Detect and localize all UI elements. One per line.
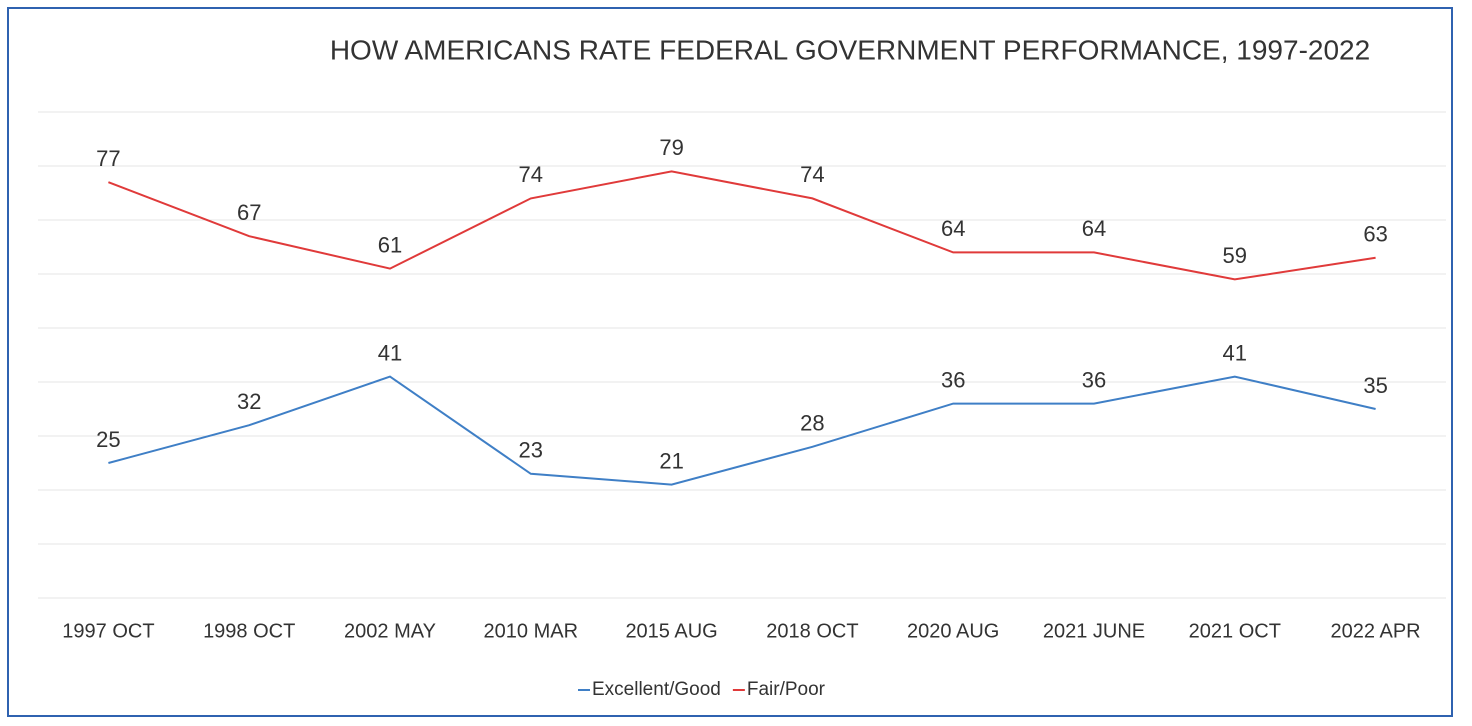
data-label: 77 (96, 146, 120, 171)
x-tick-label: 2002 MAY (344, 620, 436, 642)
data-label: 41 (1223, 340, 1247, 365)
data-label: 35 (1363, 373, 1387, 398)
legend-label: Excellent/Good (592, 679, 721, 700)
data-label: 67 (237, 200, 261, 225)
x-tick-label: 2021 JUNE (1043, 620, 1145, 642)
data-label: 28 (800, 411, 824, 436)
data-label: 23 (519, 438, 543, 463)
data-label: 36 (941, 367, 965, 392)
data-label: 61 (378, 232, 402, 257)
data-label: 63 (1363, 222, 1387, 247)
data-label: 21 (659, 448, 683, 473)
data-label: 64 (941, 216, 965, 241)
data-label: 41 (378, 340, 402, 365)
data-label: 74 (800, 162, 824, 187)
x-tick-label: 2010 MAR (484, 620, 579, 642)
data-label: 25 (96, 427, 120, 452)
x-tick-label: 2022 APR (1331, 620, 1421, 642)
legend-label: Fair/Poor (747, 679, 826, 700)
data-label: 64 (1082, 216, 1106, 241)
data-label: 36 (1082, 367, 1106, 392)
x-tick-label: 2021 OCT (1189, 620, 1281, 642)
line (108, 375, 1376, 486)
x-tick-label: 1997 OCT (62, 620, 154, 642)
x-tick-label: 2015 AUG (625, 620, 717, 642)
data-label: 32 (237, 389, 261, 414)
x-tick-label: 2020 AUG (907, 620, 999, 642)
chart-title: HOW AMERICANS RATE FEDERAL GOVERNMENT PE… (330, 34, 1370, 65)
legend: Excellent/Good Fair/Poor (578, 679, 826, 700)
x-tick-label: 1998 OCT (203, 620, 295, 642)
line (108, 170, 1376, 281)
data-label: 79 (659, 135, 683, 160)
data-label: 59 (1223, 243, 1247, 268)
x-tick-label: 2018 OCT (766, 620, 858, 642)
data-label: 74 (519, 162, 543, 187)
